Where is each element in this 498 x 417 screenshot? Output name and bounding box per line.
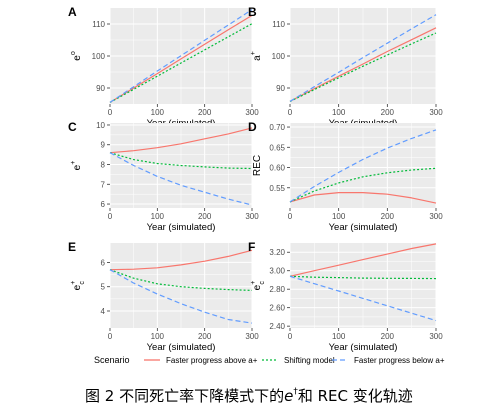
legend-label-above: Faster progress above a+ [166, 356, 258, 365]
tick-label-x: 100 [332, 108, 346, 117]
panel-a: 010020030090100110AYear (simulated)eo [68, 5, 259, 129]
tick-label-y: 100 [92, 52, 106, 61]
tick-label-y: 0.60 [269, 164, 285, 173]
panel-c: 0 100 200 300 6 7 8 9 10 C Year (simulated) e+ [68, 120, 259, 233]
y-axis-label: e+ c [70, 281, 86, 291]
series-line-shifting [289, 167, 437, 203]
tick-label-x: 200 [198, 332, 212, 341]
series-line-shifting [109, 23, 253, 103]
x-axis-label: Year (simulated) [147, 222, 216, 233]
x-axis-label: Year (simulated) [147, 342, 216, 353]
tick-label-x: 200 [381, 332, 395, 341]
legend-label-shifting: Shifting model [284, 356, 335, 365]
tick-label-y: 2.40 [269, 322, 285, 331]
tick-label-y: 8 [101, 161, 106, 170]
series-line-below [109, 9, 253, 103]
series-line-above [109, 14, 253, 103]
figure-caption: 图 2 不同死亡率下降模式下的e†和 REC 变化轨迹 [85, 387, 413, 405]
caption-prefix: 图 2 不同死亡率下降模式下的 [85, 387, 284, 405]
tick-label-y: 4 [101, 307, 106, 316]
tick-label-x: 0 [108, 212, 113, 221]
tick-label-x: 300 [429, 108, 443, 117]
legend: Scenario Faster progress above a+ Shifti… [94, 355, 445, 365]
caption-symbol-sup: † [293, 387, 298, 397]
panel-letter: B [248, 5, 257, 19]
tick-label-x: 300 [429, 212, 443, 221]
y-axis-label: eo [70, 51, 83, 61]
panel-letter: E [68, 240, 76, 254]
x-axis-label: Year (simulated) [329, 342, 398, 353]
panel-letter: A [68, 5, 77, 19]
tick-label-y: 0.55 [269, 184, 285, 193]
series-line-below [289, 14, 437, 102]
tick-label-x: 0 [288, 332, 293, 341]
tick-label-x: 100 [151, 108, 165, 117]
tick-label-x: 200 [198, 212, 212, 221]
tick-label-x: 300 [245, 212, 259, 221]
series-line-above [109, 127, 253, 154]
series-line-shifting [289, 275, 437, 280]
tick-label-y: 10 [96, 121, 105, 130]
tick-label-y: 9 [101, 141, 106, 150]
legend-title: Scenario [94, 355, 130, 365]
tick-label-x: 100 [151, 332, 165, 341]
tick-label-y: 6 [101, 258, 106, 267]
panel-f: 0 100 200 300 2.40 2.60 2.80 3.00 3.20 F Year (sim… [248, 240, 443, 353]
y-axis-label: a+ [250, 51, 263, 61]
series-line-below [109, 152, 253, 206]
y-axis-label: e+ [70, 161, 83, 171]
series-line-below [289, 129, 437, 203]
caption-symbol: e [284, 387, 293, 405]
tick-label-y: 3.20 [269, 248, 285, 257]
tick-label-y: 110 [272, 20, 285, 29]
series-line-shifting [109, 269, 253, 291]
tick-label-x: 200 [381, 212, 395, 221]
tick-label-y: 0.70 [269, 123, 285, 132]
tick-label-x: 300 [245, 108, 259, 117]
tick-label-x: 0 [288, 212, 293, 221]
tick-label-x: 100 [332, 212, 346, 221]
tick-label-x: 100 [332, 332, 346, 341]
y-axis-label: REC [252, 155, 263, 176]
caption-suffix: 和 REC 变化轨迹 [298, 387, 413, 405]
series-line-shifting [289, 32, 437, 102]
series-line-above [289, 192, 437, 204]
tick-label-x: 0 [288, 108, 293, 117]
panel-b: 010020030090100110BYear (simulated)a+ [248, 5, 443, 129]
legend-label-below: Faster progress below a+ [354, 356, 445, 365]
series-line-below [289, 275, 437, 322]
panel-e: 0 100 200 300 4 5 6 E Year (simulated) e+ c [68, 240, 259, 353]
tick-label-x: 0 [108, 332, 113, 341]
panel-d: 0 100 200 300 0.55 0.60 0.65 0.70 D Year (simulat… [248, 120, 443, 233]
series-line-shifting [109, 152, 253, 170]
tick-label-x: 100 [151, 212, 165, 221]
series-line-above [289, 243, 437, 277]
tick-label-y: 90 [96, 84, 105, 93]
tick-label-x: 200 [381, 108, 395, 117]
tick-label-y: 100 [272, 52, 286, 61]
tick-label-y: 3.00 [269, 267, 285, 276]
tick-label-x: 200 [198, 108, 212, 117]
tick-label-y: 7 [101, 180, 106, 189]
panel-letter: F [248, 240, 255, 254]
tick-label-y: 90 [276, 84, 285, 93]
tick-label-y: 2.80 [269, 285, 285, 294]
tick-label-y: 2.60 [269, 304, 285, 313]
tick-label-x: 0 [108, 108, 113, 117]
series-line-above [109, 249, 253, 271]
tick-label-y: 110 [92, 20, 105, 29]
series-line-above [289, 27, 437, 102]
tick-label-x: 300 [245, 332, 259, 341]
tick-label-y: 0.65 [269, 143, 285, 152]
y-axis-label: e+ c [250, 281, 266, 291]
panel-letter: C [68, 120, 77, 134]
panel-letter: D [248, 120, 257, 134]
tick-label-x: 300 [429, 332, 443, 341]
x-axis-label: Year (simulated) [329, 222, 398, 233]
tick-label-y: 6 [101, 200, 106, 209]
series-line-below [109, 269, 253, 324]
tick-label-y: 5 [101, 283, 106, 292]
